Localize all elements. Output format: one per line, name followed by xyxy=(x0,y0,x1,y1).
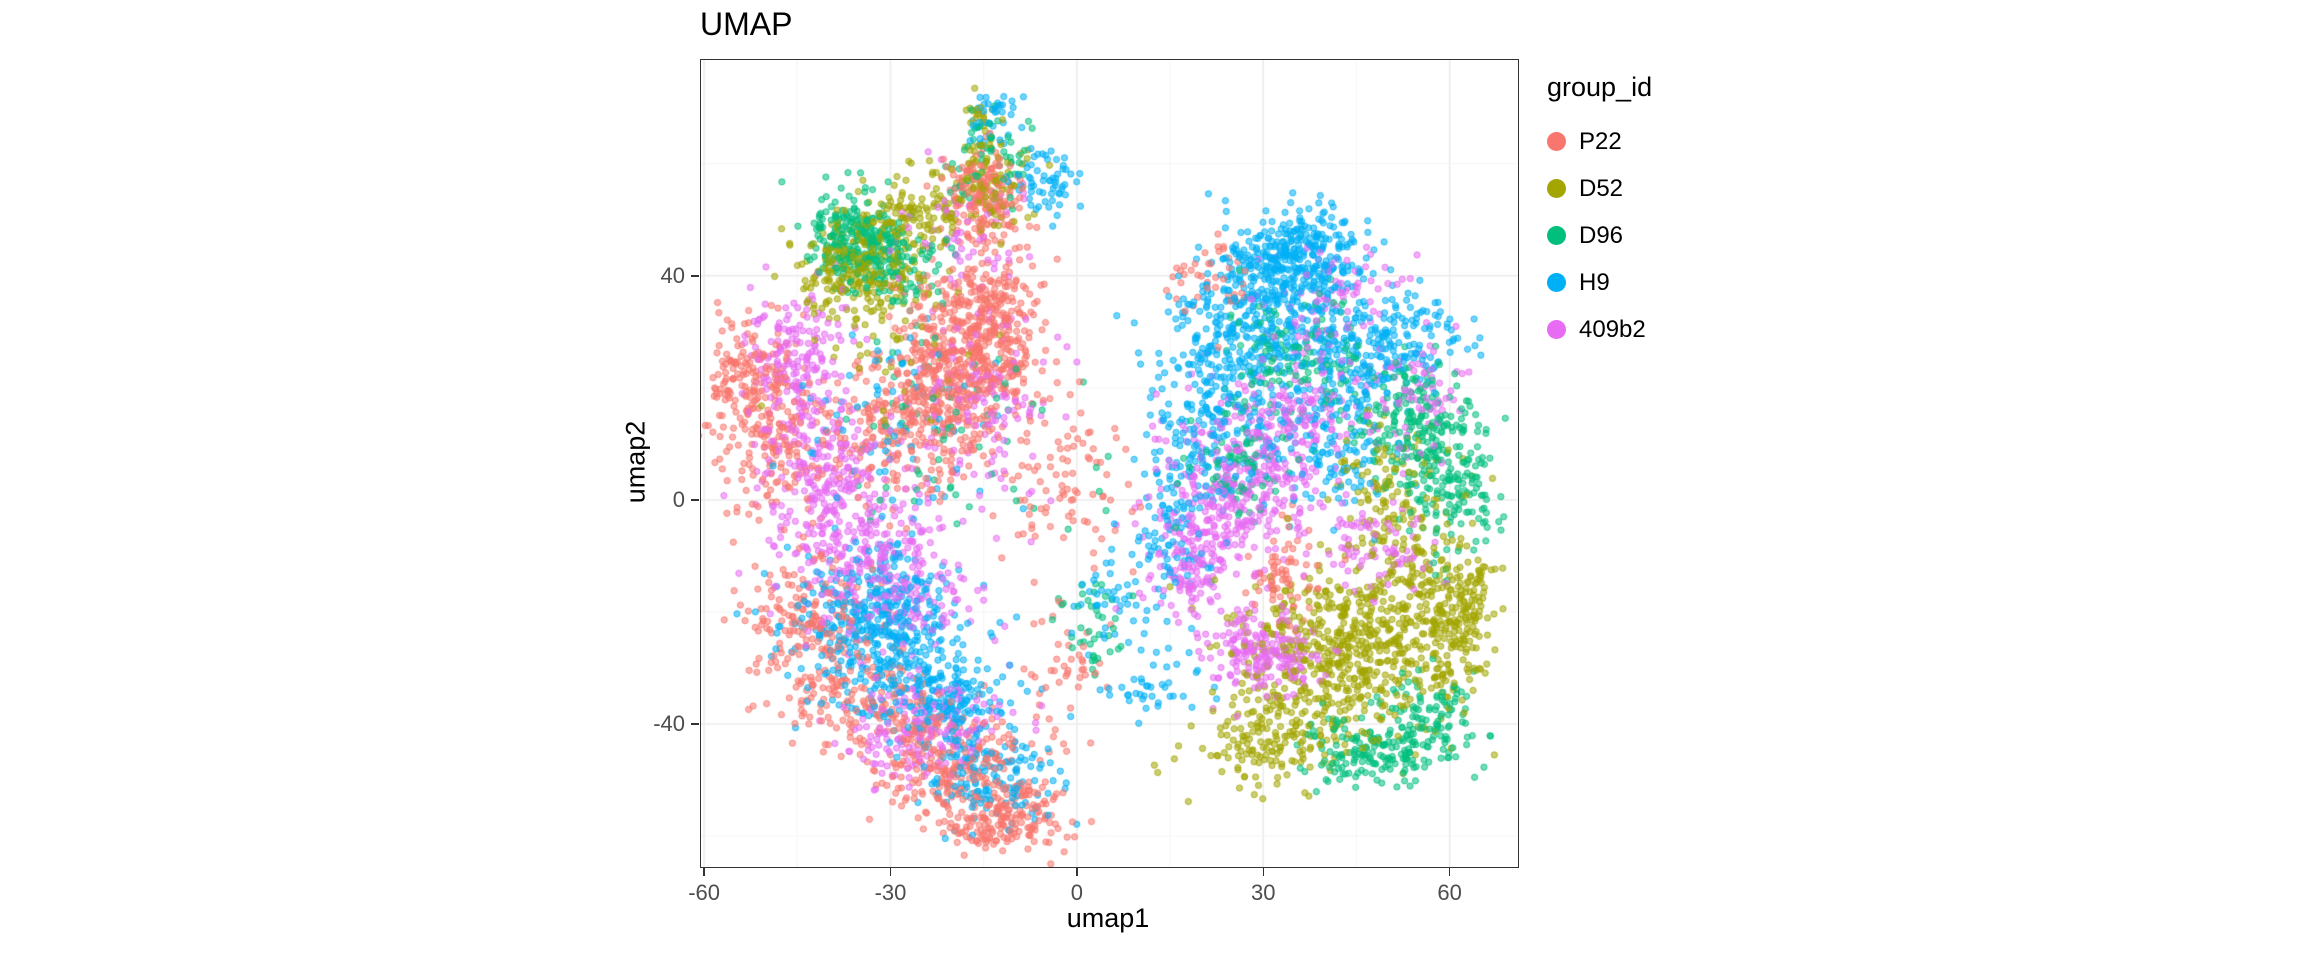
legend-item-label: D52 xyxy=(1579,174,1624,202)
y-tick-label: -40 xyxy=(653,711,685,737)
legend-item-label: D96 xyxy=(1579,221,1624,249)
legend-title: group_id xyxy=(1547,72,1653,102)
legend-items: P22 D52 D96 H9 409b2 xyxy=(1547,118,1652,353)
x-tick-mark xyxy=(889,868,892,876)
x-tick-mark xyxy=(1448,868,1451,876)
x-tick-label: 60 xyxy=(1437,880,1462,905)
legend-item-label: H9 xyxy=(1579,268,1610,296)
x-tick-mark xyxy=(1076,868,1078,876)
y-tick-label: 40 xyxy=(660,262,685,288)
x-tick-label: 30 xyxy=(1251,880,1276,905)
legend-key-dot xyxy=(1547,179,1566,198)
y-tick-mark xyxy=(691,275,699,277)
legend-key-dot xyxy=(1547,320,1566,339)
legend-item: D96 xyxy=(1547,212,1652,259)
legend-item: P22 xyxy=(1547,118,1652,165)
x-axis-title: umap1 xyxy=(1066,903,1150,933)
legend-item: 409b2 xyxy=(1547,306,1652,353)
y-axis-title: umap2 xyxy=(620,420,651,504)
y-tick-label: 0 xyxy=(672,486,685,512)
legend-key-dot xyxy=(1547,226,1566,245)
plot-title: UMAP xyxy=(700,6,793,42)
legend-item: D52 xyxy=(1547,165,1652,212)
scatter-canvas xyxy=(701,60,1518,867)
x-tick-mark xyxy=(1262,868,1265,876)
y-tick-mark xyxy=(691,499,699,501)
x-tick-label: -30 xyxy=(874,880,907,905)
legend-item: H9 xyxy=(1547,259,1652,306)
legend-key-dot xyxy=(1547,273,1566,292)
legend: group_id P22 D52 D96 H9 409b2 xyxy=(1547,72,1652,353)
legend-key-dot xyxy=(1547,132,1566,151)
x-tick-label: -60 xyxy=(688,880,720,905)
x-tick-mark xyxy=(703,868,705,876)
legend-item-label: P22 xyxy=(1579,127,1622,155)
x-tick-label: 0 xyxy=(1070,880,1083,905)
plot-panel xyxy=(700,59,1519,868)
legend-item-label: 409b2 xyxy=(1579,315,1646,343)
y-tick-mark xyxy=(691,723,699,725)
